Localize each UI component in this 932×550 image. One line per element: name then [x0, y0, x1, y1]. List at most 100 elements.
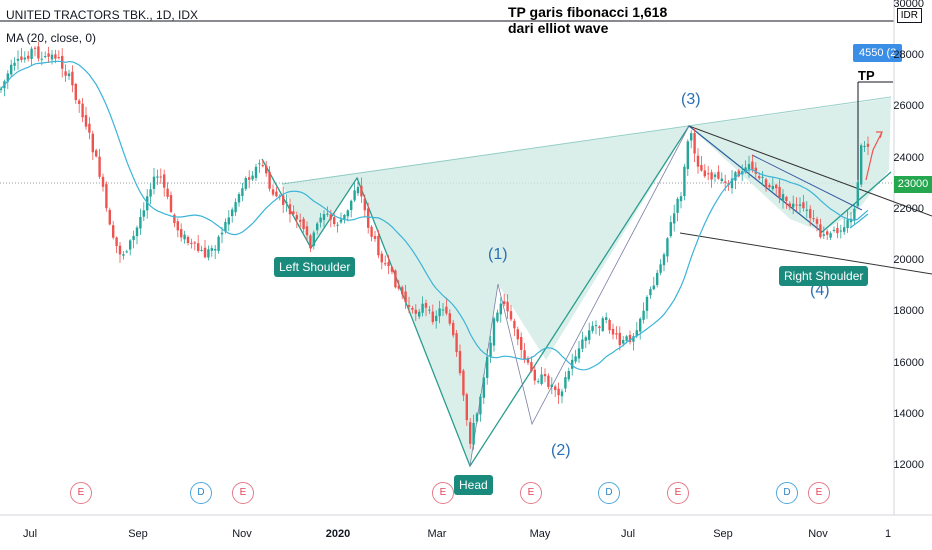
- candle-body: [523, 350, 526, 360]
- candle-body: [404, 291, 407, 303]
- candle-body: [118, 245, 122, 255]
- candle-body: [57, 57, 60, 59]
- candle-body: [258, 163, 261, 165]
- candle-body: [547, 375, 550, 387]
- candle-body: [319, 217, 322, 223]
- left-shoulder-tag: Left Shoulder: [274, 257, 356, 277]
- candle-body: [584, 337, 587, 341]
- tp-target-box[interactable]: 4550 (2: [853, 44, 903, 62]
- price-tick-label: 14000: [893, 407, 924, 420]
- earnings-event-icon[interactable]: E: [432, 482, 454, 504]
- candle-body: [214, 249, 217, 251]
- candle-body: [169, 195, 173, 212]
- candle-body: [142, 210, 145, 217]
- candle-body: [506, 301, 509, 312]
- candle-body: [380, 253, 383, 263]
- candle-body: [438, 308, 441, 317]
- candle-body: [635, 330, 638, 337]
- current-price-flag: 23000: [894, 176, 932, 193]
- candle-body: [737, 170, 740, 177]
- candle-body: [163, 174, 166, 188]
- candle-body: [254, 166, 258, 178]
- candle-body: [496, 312, 499, 322]
- candle-body: [625, 336, 628, 341]
- candle-body: [292, 211, 295, 215]
- candle-body: [112, 225, 115, 238]
- candle-body: [356, 186, 360, 194]
- candle-body: [465, 394, 468, 421]
- candle-body: [554, 386, 557, 391]
- candle-body: [363, 198, 366, 211]
- candle-body: [37, 46, 40, 59]
- earnings-event-icon[interactable]: E: [808, 482, 830, 504]
- candle-body: [384, 263, 387, 265]
- earnings-event-icon[interactable]: E: [667, 482, 689, 504]
- candle-body: [499, 303, 502, 315]
- candle-body: [401, 287, 404, 295]
- candle-body: [241, 188, 244, 197]
- candle-body: [856, 182, 859, 207]
- price-tick-label: 22000: [893, 202, 924, 215]
- candle-body: [649, 289, 652, 296]
- candle-body: [591, 325, 594, 332]
- candle-body: [183, 234, 186, 240]
- candle-body: [407, 304, 411, 307]
- candle-body: [717, 171, 720, 179]
- dividend-event-icon[interactable]: D: [190, 482, 212, 504]
- candle-body: [13, 62, 16, 66]
- candle-body: [88, 123, 91, 133]
- candle-body: [193, 242, 196, 244]
- candle-body: [822, 234, 825, 236]
- earnings-event-icon[interactable]: E: [232, 482, 254, 504]
- candle-body: [520, 337, 523, 350]
- candle-body: [367, 208, 370, 228]
- candle-body: [244, 177, 247, 189]
- candle-body: [598, 326, 601, 329]
- time-tick-label: Sep: [713, 528, 733, 540]
- candle-body: [428, 309, 431, 311]
- candle-body: [482, 377, 485, 398]
- candle-body: [231, 209, 234, 217]
- candle-body: [798, 204, 802, 206]
- candle-body: [27, 55, 30, 59]
- dividend-event-icon[interactable]: D: [598, 482, 620, 504]
- candle-body: [101, 176, 105, 187]
- earnings-event-icon[interactable]: E: [520, 482, 542, 504]
- price-tick-label: 30000: [893, 0, 924, 10]
- candle-body: [159, 176, 162, 178]
- candle-body: [373, 236, 377, 239]
- candle-body: [516, 329, 519, 340]
- candle-body: [700, 165, 703, 171]
- candle-body: [526, 358, 530, 363]
- candle-body: [622, 340, 625, 344]
- candle-body: [91, 133, 94, 153]
- candle-body: [414, 309, 417, 314]
- candle-body: [581, 339, 584, 349]
- candle-body: [588, 330, 591, 340]
- candle-body: [343, 215, 346, 219]
- candle-body: [564, 377, 567, 389]
- candle-body: [129, 240, 132, 250]
- dividend-event-icon[interactable]: D: [776, 482, 798, 504]
- candle-body: [431, 311, 434, 323]
- indicator-label[interactable]: MA (20, close, 0): [6, 31, 97, 45]
- candle-body: [424, 303, 428, 308]
- candle-body: [577, 348, 581, 359]
- neckline-top: [281, 96, 892, 185]
- candle-body: [418, 311, 421, 317]
- candle-body: [809, 209, 812, 219]
- time-tick-label: May: [529, 528, 551, 540]
- price-tick-label: 28000: [893, 49, 924, 62]
- candle-body: [6, 73, 9, 82]
- candle-body: [686, 141, 689, 170]
- candle-body: [788, 203, 791, 208]
- candle-body: [656, 272, 659, 286]
- candle-body: [152, 176, 156, 189]
- earnings-event-icon[interactable]: E: [70, 482, 92, 504]
- candle-body: [751, 161, 754, 170]
- candle-body: [23, 57, 26, 60]
- candle-body: [156, 176, 159, 178]
- candle-body: [166, 188, 169, 197]
- candle-body: [248, 177, 251, 180]
